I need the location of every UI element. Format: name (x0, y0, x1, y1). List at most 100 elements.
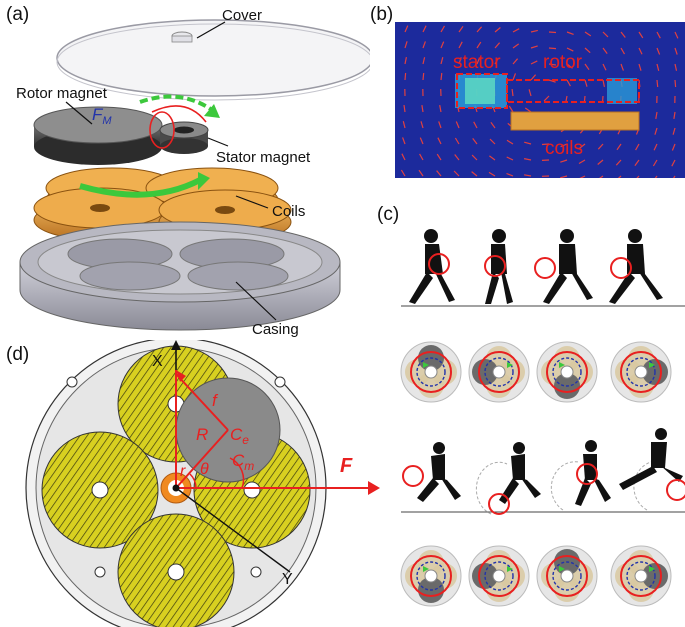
field-arrow (602, 79, 605, 88)
rotor-field-glow (607, 78, 637, 104)
field-arrow (620, 31, 626, 38)
field-arrow (530, 60, 538, 65)
field-arrow (578, 159, 586, 165)
field-arrow (422, 57, 426, 65)
stator-magnet-ring (159, 121, 209, 154)
field-arrow (489, 155, 496, 161)
casing-callout: Casing (252, 321, 299, 338)
field-arrow (422, 72, 425, 81)
field-arrow (638, 63, 642, 71)
field-arrow (597, 159, 604, 165)
walker-2 (485, 229, 513, 304)
red-rotation-loop (149, 111, 175, 149)
field-arrow (418, 169, 424, 177)
field-arrow (543, 95, 550, 102)
symbol-r: r (180, 463, 186, 480)
y-axis-line (175, 487, 291, 573)
field-arrow (422, 25, 427, 33)
rotor-text: rotor (543, 52, 583, 73)
field-arrow (454, 137, 460, 145)
field-arrow (656, 31, 661, 39)
stator-magnet-callout: Stator magnet (216, 149, 311, 166)
field-arrow (506, 156, 514, 161)
field-arrow (476, 57, 481, 65)
field-arrow (471, 154, 478, 161)
field-arrow (654, 175, 658, 178)
field-arrow (440, 25, 446, 33)
panel-label-b: (b) (370, 4, 394, 25)
cm-arc (229, 457, 245, 489)
field-arrow (454, 154, 460, 161)
field-arrow (602, 47, 608, 54)
runner-2-trajectory (475, 461, 508, 515)
walker-4 (609, 229, 663, 304)
field-arrow (671, 143, 676, 151)
field-arrow (566, 47, 574, 52)
field-arrow (656, 47, 661, 55)
symbol-f: f (212, 391, 219, 410)
running-row (401, 428, 685, 515)
field-arrow (548, 63, 556, 66)
runner-3 (575, 440, 611, 506)
field-arrow (494, 57, 499, 65)
field-arrow (476, 26, 483, 33)
walker-3-marker (534, 257, 556, 279)
rotor-state-diagram (400, 341, 462, 403)
vector-R (175, 429, 229, 489)
rotor-state-diagram (468, 341, 530, 403)
field-arrow (524, 141, 532, 145)
field-arrow (656, 63, 660, 71)
field-arrow (512, 43, 520, 49)
field-arrow (489, 138, 496, 145)
field-arrow (634, 159, 640, 167)
field-arrow (673, 111, 676, 119)
field-arrow (508, 105, 514, 113)
field-arrow (472, 138, 478, 145)
field-arrow (401, 153, 406, 161)
rotor-state-diagram (468, 545, 530, 607)
runner-4-marker (666, 479, 685, 501)
rotor-magnet-callout: Rotor magnet (16, 85, 108, 102)
coils-stack (33, 167, 292, 243)
field-arrow (528, 89, 532, 97)
field-arrow (403, 105, 406, 113)
vector-f (175, 373, 229, 431)
field-arrow (476, 41, 482, 49)
field-arrow (620, 63, 624, 71)
walking-row (401, 229, 685, 307)
field-arrow (455, 121, 460, 129)
green-dashed-arrow (139, 94, 214, 112)
field-arrow (602, 63, 607, 71)
runner-2 (499, 442, 541, 504)
cover-disk (56, 19, 370, 101)
force-fm-label: FM (92, 105, 112, 127)
field-arrow (566, 31, 574, 35)
field-arrow (404, 25, 409, 33)
field-arrow (652, 159, 658, 167)
panel-label-d: (d) (6, 344, 30, 365)
field-arrow (530, 45, 538, 49)
walker-2-marker (484, 255, 506, 277)
field-arrow (419, 137, 424, 145)
field-arrow (530, 74, 537, 81)
field-arrow (530, 29, 538, 33)
field-arrow (440, 72, 443, 81)
field-arrow (579, 143, 586, 149)
field-arrow (458, 41, 463, 49)
field-arrow (402, 121, 406, 129)
cover-leader-line (196, 21, 226, 39)
cover-callout: Cover (222, 7, 262, 24)
runner-3-marker (576, 463, 598, 485)
panel-d-top-view: X Y f R Ce Cm r θ F (25, 340, 380, 627)
field-arrow (674, 47, 678, 55)
vector-F-arrowhead (368, 481, 380, 495)
field-arrow (671, 159, 676, 167)
field-arrow (674, 63, 678, 71)
field-arrow (635, 143, 640, 151)
x-axis-arrowhead (171, 340, 181, 350)
runner-3-trajectory (550, 461, 580, 511)
field-arrow (506, 172, 514, 177)
field-arrow (636, 175, 640, 178)
field-arrow (494, 42, 501, 49)
